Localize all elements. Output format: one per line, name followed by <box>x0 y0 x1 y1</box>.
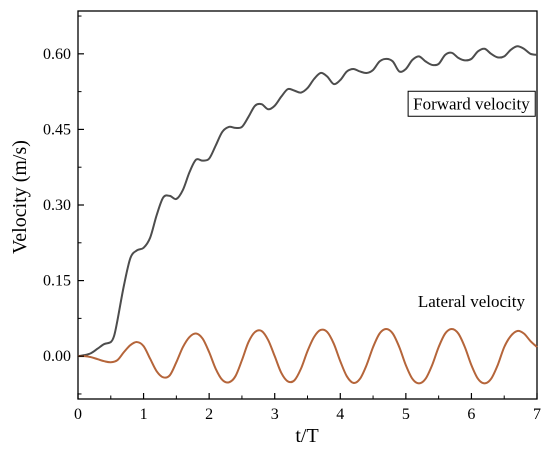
y-axis-label: Velocity (m/s) <box>9 140 31 254</box>
x-axis-label: t/T <box>295 425 318 447</box>
y-tick-label: 0.30 <box>43 197 71 214</box>
annotation-lateral-velocity: Lateral velocity <box>418 292 526 311</box>
x-tick-label: 7 <box>533 406 541 423</box>
x-tick-label: 5 <box>402 406 410 423</box>
x-tick-label: 2 <box>205 406 213 423</box>
x-tick-label: 6 <box>467 406 475 423</box>
y-tick-label: 0.45 <box>43 121 71 138</box>
y-tick-label: 0.00 <box>43 348 71 365</box>
y-tick-label: 0.15 <box>43 273 71 290</box>
annotation-layer: Forward velocity Lateral velocity <box>408 91 535 311</box>
x-tick-label: 4 <box>336 406 344 423</box>
x-tick-label: 1 <box>140 406 148 423</box>
plot-frame <box>78 11 537 399</box>
annotation-forward-velocity: Forward velocity <box>413 94 530 113</box>
x-tick-label: 3 <box>271 406 279 423</box>
series-line-lateral-velocity <box>78 329 537 383</box>
tick-layer: 0 1 2 3 4 5 6 7 0.00 0.15 0.30 0.45 0.60 <box>43 16 541 423</box>
axes-frame <box>78 11 537 399</box>
x-tick-label: 0 <box>74 406 82 423</box>
y-tick-label: 0.60 <box>43 46 71 63</box>
